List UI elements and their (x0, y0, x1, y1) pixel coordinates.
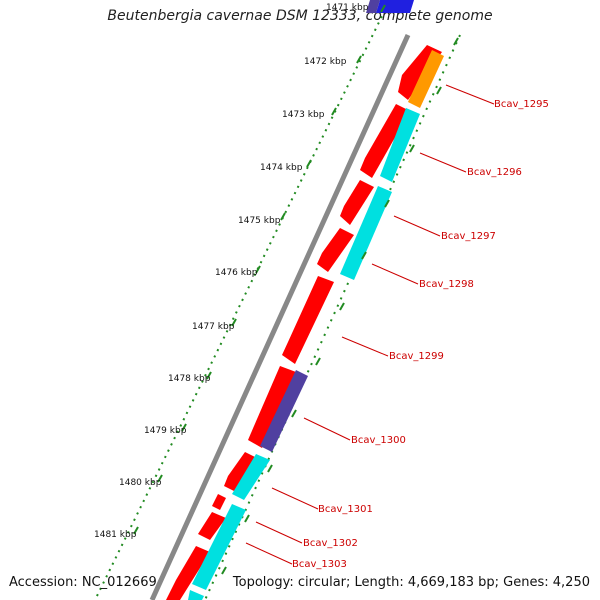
genome-summary: Topology: circular; Length: 4,669,183 bp… (232, 575, 590, 590)
kbp-label: 1475 kbp (238, 216, 281, 226)
kbp-label: 1481 kbp (94, 530, 137, 540)
cds-feature (317, 228, 354, 272)
kbp-label: 1474 kbp (260, 163, 303, 173)
accession-text: Accession: NC_012669 (9, 575, 157, 590)
gene-label: Bcav_1303 (292, 559, 347, 570)
leader-lines (245, 84, 495, 565)
cds-feature (282, 276, 334, 364)
cyan-feature (380, 108, 420, 182)
kbp-label: 1478 kbp (168, 374, 211, 384)
gene-label: Bcav_1295 (494, 99, 549, 110)
inner-ticks (221, 37, 459, 575)
purple-feature (260, 370, 308, 452)
cyan-feature (340, 186, 392, 280)
gene-label: Bcav_1296 (467, 167, 522, 178)
cds-feature (248, 366, 296, 448)
cds-feature (212, 494, 226, 510)
kbp-label: 1480 kbp (119, 478, 162, 488)
cyan-feature (192, 504, 246, 590)
gene-label: Bcav_1300 (351, 435, 406, 446)
top-blue-feature (376, 0, 414, 13)
kbp-label: 1473 kbp (282, 110, 325, 120)
orange-feature (408, 50, 444, 108)
gene-label: Bcav_1299 (389, 351, 444, 362)
gene-label: Bcav_1301 (318, 504, 373, 515)
kbp-ticks (133, 4, 386, 535)
cds-feature (340, 180, 374, 225)
kbp-label: 1479 kbp (144, 426, 187, 436)
kbp-label: 1477 kbp (192, 322, 235, 332)
gene-label: Bcav_1297 (441, 231, 496, 242)
cds-feature (360, 104, 410, 178)
top-purple-feature (366, 0, 380, 13)
kbp-label: 1472 kbp (304, 57, 347, 67)
gene-label: Bcav_1298 (419, 279, 474, 290)
cds-feature (166, 546, 210, 600)
kbp-label: 1471 kbp (326, 3, 369, 13)
kbp-label: 1476 kbp (215, 268, 258, 278)
gene-label: Bcav_1302 (303, 538, 358, 549)
cds-feature (198, 512, 226, 540)
cds-feature (224, 452, 257, 492)
cyan-feature (232, 454, 270, 500)
cyan-feature (188, 590, 204, 600)
outer-dotted-scale (94, 9, 386, 600)
backbone-line (149, 33, 411, 600)
